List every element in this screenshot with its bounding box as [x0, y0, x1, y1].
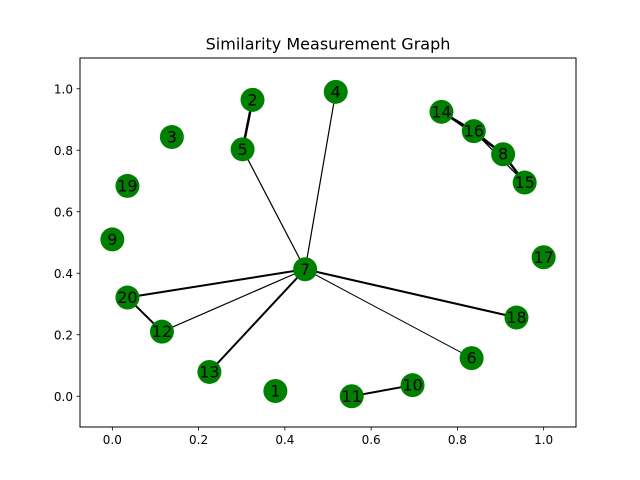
y-tick-label: 0.8	[54, 144, 73, 158]
x-tick-label: 0.4	[275, 433, 294, 447]
x-tick-label: 0.6	[362, 433, 381, 447]
node-7	[293, 257, 318, 282]
edge-7-18	[304, 268, 517, 319]
edge-7-6	[304, 268, 472, 359]
node-14	[429, 99, 454, 124]
y-tick-label: 0.4	[54, 267, 73, 281]
y-tick-label: 0.2	[54, 328, 73, 342]
node-label-10: 10	[402, 376, 422, 395]
node-label-13: 13	[199, 362, 219, 381]
node-4	[323, 79, 348, 104]
x-tick-label: 1.0	[534, 433, 553, 447]
node-label-4: 4	[331, 82, 341, 101]
node-18	[504, 305, 529, 330]
chart-title: Similarity Measurement Graph	[206, 35, 451, 54]
node-label-15: 15	[514, 173, 534, 192]
edge-7-12	[161, 268, 306, 333]
node-label-12: 12	[152, 322, 172, 341]
node-15	[512, 170, 537, 195]
node-10	[400, 373, 425, 398]
edge-7-20	[127, 268, 306, 299]
node-label-3: 3	[167, 128, 177, 147]
node-6	[459, 346, 484, 371]
axes-frame	[79, 57, 577, 428]
y-tick-label: 0.0	[54, 390, 73, 404]
node-16	[461, 119, 486, 144]
node-label-9: 9	[107, 230, 117, 249]
node-label-1: 1	[270, 382, 280, 401]
node-label-18: 18	[506, 308, 526, 327]
axis-ticks-layer: 0.0 0.2 0.4 0.6 0.8 1.0 0.0 0.2 0.4 0.6 0.8 1.0	[54, 82, 553, 447]
node-19	[115, 173, 140, 198]
node-label-2: 2	[247, 90, 257, 109]
node-20	[115, 285, 140, 310]
node-13	[197, 359, 222, 384]
node-8	[491, 142, 516, 167]
edge-7-13	[208, 268, 306, 373]
node-11	[339, 384, 364, 409]
node-label-6: 6	[467, 349, 477, 368]
node-label-11: 11	[342, 387, 362, 406]
node-label-8: 8	[498, 145, 508, 164]
node-label-7: 7	[300, 260, 310, 279]
node-label-19: 19	[117, 176, 137, 195]
x-tick-label: 0.0	[103, 433, 122, 447]
y-tick-label: 0.6	[54, 205, 73, 219]
node-12	[149, 319, 174, 344]
node-9	[100, 227, 125, 252]
node-17	[531, 245, 556, 270]
node-label-16: 16	[464, 122, 484, 141]
y-tick-label: 1.0	[54, 82, 73, 96]
node-label-14: 14	[431, 102, 451, 121]
x-tick-label: 0.2	[189, 433, 208, 447]
node-label-5: 5	[238, 140, 248, 159]
edge-4-7	[304, 91, 337, 270]
node-label-17: 17	[533, 248, 553, 267]
node-label-20: 20	[117, 288, 137, 307]
node-5	[230, 137, 255, 162]
node-1	[263, 379, 288, 404]
x-tick-label: 0.8	[448, 433, 467, 447]
node-3	[159, 125, 184, 150]
edge-5-7	[242, 149, 306, 270]
node-2	[240, 87, 265, 112]
